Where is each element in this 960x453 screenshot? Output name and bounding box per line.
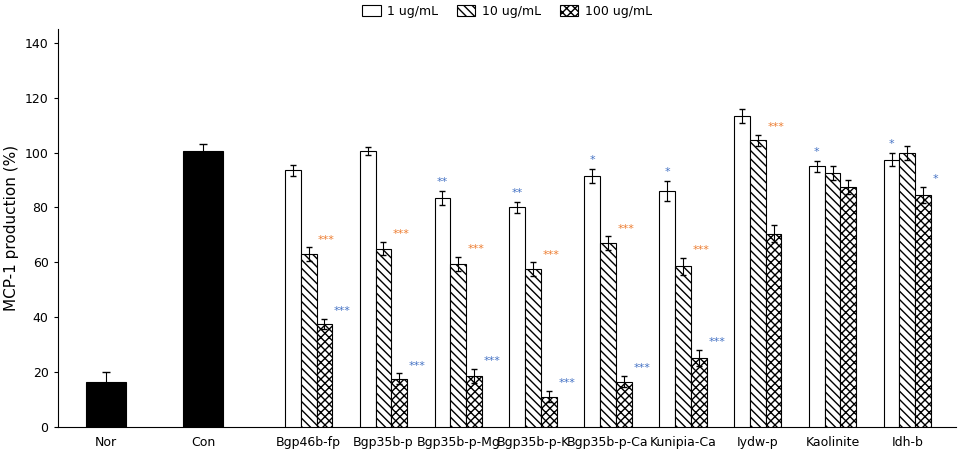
Text: ***: *** <box>318 235 335 245</box>
Text: ***: *** <box>634 363 650 373</box>
Bar <box>600 243 616 427</box>
Text: ***: *** <box>393 229 410 239</box>
Bar <box>510 207 525 427</box>
Text: *: * <box>933 174 938 184</box>
Y-axis label: MCP-1 production (%): MCP-1 production (%) <box>4 145 19 311</box>
Bar <box>467 376 482 427</box>
Text: ***: *** <box>409 361 425 371</box>
Text: **: ** <box>437 177 448 187</box>
Bar <box>675 266 691 427</box>
Text: ***: *** <box>468 244 485 254</box>
Bar <box>435 198 450 427</box>
Bar <box>525 269 541 427</box>
Bar <box>86 381 126 427</box>
Text: **: ** <box>512 188 523 198</box>
Text: ***: *** <box>484 357 500 366</box>
Text: ***: *** <box>767 122 784 132</box>
Bar <box>541 397 557 427</box>
Text: *: * <box>589 155 595 165</box>
Bar <box>691 358 707 427</box>
Text: ***: *** <box>692 246 709 255</box>
Text: *: * <box>889 139 895 149</box>
Bar <box>766 234 781 427</box>
Text: *: * <box>664 167 670 177</box>
Bar <box>616 381 632 427</box>
Bar <box>883 159 900 427</box>
Text: ***: *** <box>708 337 725 347</box>
Text: ***: *** <box>542 250 560 260</box>
Bar <box>585 176 600 427</box>
Bar <box>825 173 840 427</box>
Bar <box>300 254 317 427</box>
Bar <box>840 187 856 427</box>
Bar <box>450 264 467 427</box>
Bar <box>317 324 332 427</box>
Text: ***: *** <box>334 306 350 316</box>
Text: ***: *** <box>617 223 635 234</box>
Bar <box>734 116 750 427</box>
Bar <box>900 153 915 427</box>
Bar <box>750 140 766 427</box>
Bar <box>808 166 825 427</box>
Bar <box>375 249 392 427</box>
Text: ***: *** <box>559 378 575 388</box>
Bar <box>183 151 223 427</box>
Bar <box>915 195 931 427</box>
Bar <box>285 170 300 427</box>
Bar <box>392 379 407 427</box>
Bar <box>360 151 375 427</box>
Text: *: * <box>814 147 820 157</box>
Bar <box>660 191 675 427</box>
Legend: 1 ug/mL, 10 ug/mL, 100 ug/mL: 1 ug/mL, 10 ug/mL, 100 ug/mL <box>357 0 657 23</box>
